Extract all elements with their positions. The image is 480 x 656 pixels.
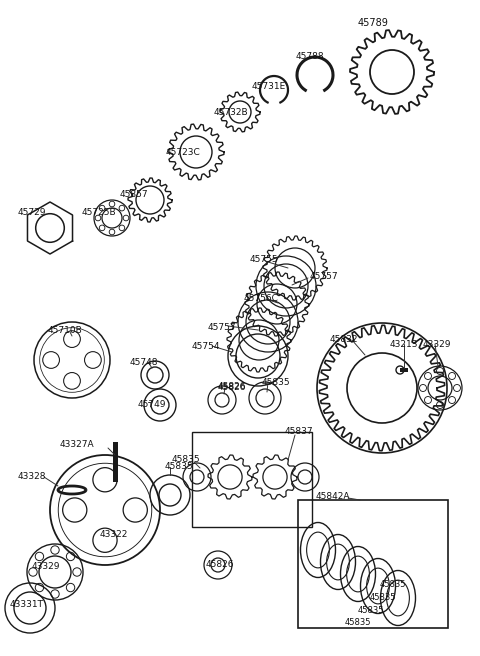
Text: 45710B: 45710B (48, 326, 83, 335)
Text: 45837: 45837 (285, 427, 313, 436)
Text: 45789: 45789 (358, 18, 389, 28)
Text: 45826: 45826 (218, 383, 247, 392)
Text: 45826: 45826 (218, 382, 247, 391)
Text: 43322: 43322 (100, 530, 128, 539)
Text: 45756C: 45756C (244, 294, 279, 303)
Text: 45757: 45757 (208, 323, 237, 332)
Bar (400, 368, 408, 372)
Text: 45731E: 45731E (252, 82, 286, 91)
Text: 43328: 43328 (18, 472, 47, 481)
Text: 45832: 45832 (330, 335, 359, 344)
Text: 45729: 45729 (18, 208, 47, 217)
Text: 45723C: 45723C (166, 148, 201, 157)
Text: 45732B: 45732B (214, 108, 249, 117)
Text: 45755: 45755 (250, 255, 278, 264)
Text: 45835: 45835 (172, 455, 201, 464)
Bar (298, 500, 448, 628)
Text: 43213: 43213 (390, 340, 419, 349)
Text: 43331T: 43331T (10, 600, 44, 609)
Text: 45835: 45835 (345, 618, 372, 627)
Text: 45725B: 45725B (82, 208, 117, 217)
Text: 45826: 45826 (206, 560, 235, 569)
Text: 45835: 45835 (370, 593, 396, 602)
Text: 45857: 45857 (120, 190, 149, 199)
Text: 45749: 45749 (138, 400, 167, 409)
Text: 45788: 45788 (296, 52, 324, 61)
Text: 45835: 45835 (262, 378, 290, 387)
Text: 45835: 45835 (358, 606, 384, 615)
Text: 45754: 45754 (192, 342, 220, 351)
Text: 43327A: 43327A (60, 440, 95, 449)
Bar (192, 432, 312, 527)
Bar (113, 442, 118, 482)
Text: 45748: 45748 (130, 358, 158, 367)
Text: 45835: 45835 (165, 462, 193, 471)
Text: 45757: 45757 (310, 272, 338, 281)
Text: 45842A: 45842A (316, 492, 350, 501)
Text: 43329: 43329 (423, 340, 452, 349)
Text: 43329: 43329 (32, 562, 60, 571)
Text: 45835: 45835 (380, 580, 407, 589)
